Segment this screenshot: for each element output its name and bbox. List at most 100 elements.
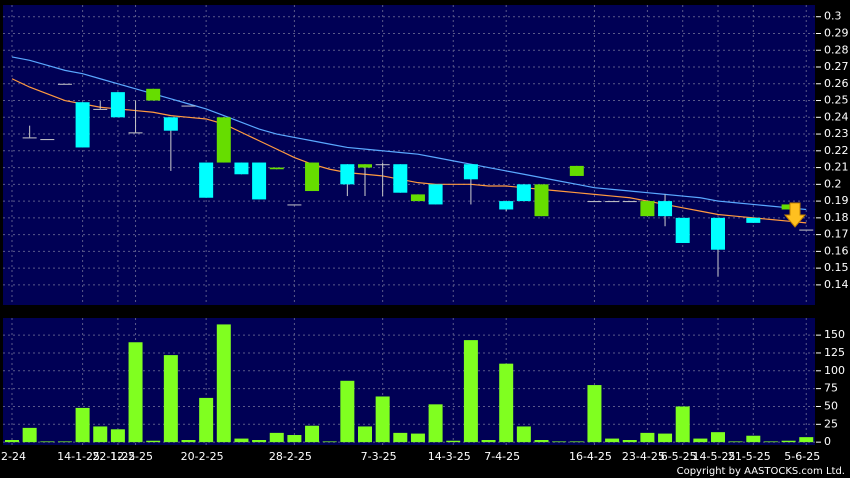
y-tick-label: 0.21 xyxy=(824,161,849,174)
volume-bar xyxy=(322,441,337,443)
y-tick-label: 100 xyxy=(824,364,845,377)
y-tick-label: 0.24 xyxy=(824,110,849,123)
y-tick-label: 0.23 xyxy=(824,127,849,140)
candle-body xyxy=(234,162,249,175)
y-tick-label: 125 xyxy=(824,346,845,359)
candle-body xyxy=(640,201,655,217)
candle-body xyxy=(57,83,72,85)
candle-body xyxy=(287,204,302,206)
y-tick-label: 0.18 xyxy=(824,211,849,224)
copyright: Copyright by AASTOCKS.com Ltd. xyxy=(677,466,845,477)
candle-body xyxy=(199,162,214,198)
candle-body xyxy=(269,167,284,170)
x-tick-label: -12-24 xyxy=(0,450,26,463)
x-tick-label: 22-1-25 xyxy=(92,450,135,463)
volume-bar xyxy=(199,397,214,443)
x-tick-label: 20-2-25 xyxy=(181,450,224,463)
volume-bar xyxy=(499,363,514,443)
candle-body xyxy=(587,201,602,203)
candle-body xyxy=(375,164,390,166)
volume-bar xyxy=(252,440,267,443)
candle-body xyxy=(711,217,725,250)
volume-bar xyxy=(128,342,143,443)
volume-panel xyxy=(3,318,815,445)
candle-body xyxy=(181,105,196,107)
volume-bar xyxy=(552,441,567,443)
candle-body xyxy=(410,194,425,202)
candle-body xyxy=(746,217,761,223)
candle-body xyxy=(93,108,108,110)
volume-bar xyxy=(146,440,161,443)
candle-body xyxy=(799,229,814,231)
moving-average xyxy=(11,56,807,211)
candle-body xyxy=(569,165,584,176)
candle-body xyxy=(216,117,231,163)
x-tick-label: 12-2-25 xyxy=(110,450,153,463)
price-panel xyxy=(3,5,815,305)
candle-body xyxy=(22,137,37,139)
volume-bar xyxy=(534,440,549,443)
volume-bar xyxy=(269,432,284,443)
volume-bar xyxy=(622,440,637,443)
volume-bar xyxy=(711,432,725,443)
candle-body xyxy=(163,117,178,131)
candle-body xyxy=(463,164,478,180)
volume-bar xyxy=(728,441,743,443)
candle-body xyxy=(781,204,796,210)
y-tick-label: 0.22 xyxy=(824,144,849,157)
candle-body xyxy=(252,162,267,200)
volume-bar xyxy=(516,426,531,443)
x-tick-label: 14-5-25 xyxy=(693,450,736,463)
volume-bar xyxy=(675,406,690,443)
volume-bar xyxy=(587,385,602,443)
volume-bar xyxy=(481,440,496,443)
y-tick-label: 150 xyxy=(824,328,845,341)
y-tick-label: 0.26 xyxy=(824,77,849,90)
x-tick-label: 14-1-25 xyxy=(57,450,100,463)
volume-bar xyxy=(640,432,655,443)
candle-body xyxy=(658,201,673,217)
x-tick-label: 16-4-25 xyxy=(569,450,612,463)
volume-bar xyxy=(57,441,72,443)
volume-bar xyxy=(393,432,408,443)
volume-bar xyxy=(234,438,249,443)
volume-bar xyxy=(22,427,37,443)
volume-bar xyxy=(287,435,302,443)
x-tick-label: 21-5-25 xyxy=(728,450,771,463)
candle-body xyxy=(128,132,143,134)
y-tick-label: 0.27 xyxy=(824,60,849,73)
candle-body xyxy=(340,164,355,185)
volume-bar xyxy=(658,433,673,443)
candle-body xyxy=(75,102,90,148)
y-tick-label: 50 xyxy=(824,399,838,412)
y-tick-label: 0.19 xyxy=(824,194,849,207)
candle-body xyxy=(428,184,443,205)
y-tick-label: 0.17 xyxy=(824,228,849,241)
y-tick-label: 75 xyxy=(824,382,838,395)
candle-body xyxy=(146,88,161,101)
volume-bar xyxy=(463,340,478,443)
volume-bar xyxy=(358,426,372,443)
x-tick-label: 6-5-25 xyxy=(661,450,697,463)
volume-bar xyxy=(605,438,620,443)
signal-arrow xyxy=(783,202,807,228)
y-tick-label: 25 xyxy=(824,417,838,430)
volume-bar xyxy=(305,425,320,443)
y-tick-label: 0 xyxy=(824,435,831,448)
volume-bar xyxy=(428,404,443,443)
volume-bar xyxy=(163,355,178,443)
candle-body xyxy=(358,164,372,168)
x-tick-label: 23-4-25 xyxy=(622,450,665,463)
volume-bar xyxy=(40,441,55,443)
volume-bar xyxy=(75,407,90,443)
volume-bar xyxy=(410,433,425,443)
y-tick-label: 0.16 xyxy=(824,244,849,257)
volume-bar xyxy=(5,440,19,443)
x-tick-label: 7-4-25 xyxy=(484,450,520,463)
volume-bar xyxy=(181,440,196,443)
volume-bar xyxy=(781,440,796,443)
volume-bar xyxy=(763,441,778,443)
x-tick-label: 7-3-25 xyxy=(361,450,397,463)
candle-body xyxy=(110,92,125,118)
